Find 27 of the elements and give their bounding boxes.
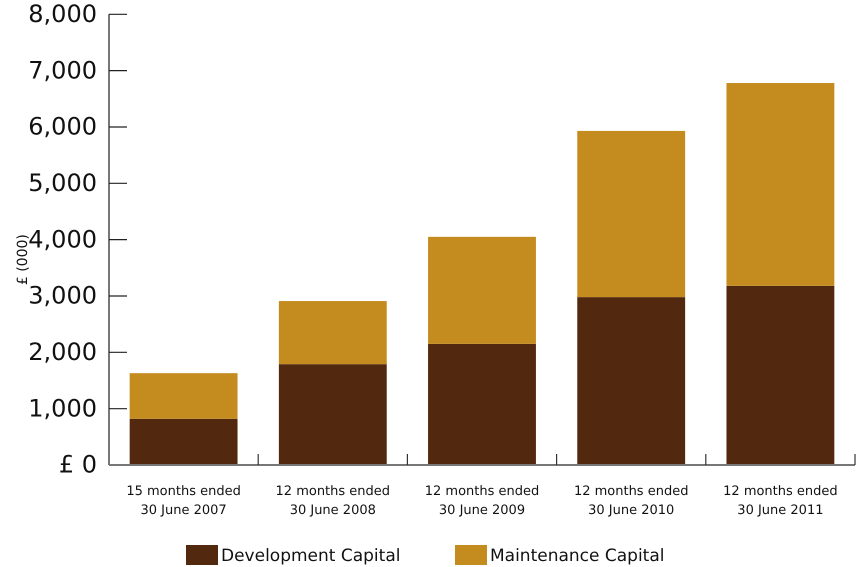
bar <box>577 130 686 298</box>
legend-label: Maintenance Capital <box>490 546 664 566</box>
y-tick-label: 1,000 <box>28 394 97 422</box>
y-tick-label: 3,000 <box>28 282 97 310</box>
y-tick-label: 2,000 <box>28 338 97 366</box>
bar <box>577 297 686 465</box>
bar <box>726 83 834 286</box>
x-tick-label: 12 months ended 30 June 2011 <box>723 484 838 518</box>
x-tick-label: 12 months ended 30 June 2009 <box>424 484 540 518</box>
y-tick-label: 4,000 <box>28 225 97 254</box>
y-tick-label: 5,000 <box>28 168 97 197</box>
x-tick-label: 12 months ended 30 June 2008 <box>276 484 390 518</box>
y-tick-label: 7,000 <box>28 56 97 84</box>
bar <box>278 364 387 465</box>
bar <box>130 418 238 465</box>
y-axis-title: £ (000) <box>15 234 31 286</box>
y-tick-label: £ 0 <box>58 450 97 479</box>
y-tick-label: 6,000 <box>28 112 97 141</box>
bar <box>130 373 238 419</box>
bar <box>428 344 536 465</box>
x-tick-label: 12 months ended 30 June 2010 <box>574 484 688 518</box>
legend-label: Development Capital <box>221 546 400 566</box>
y-tick-label: 8,000 <box>28 0 97 28</box>
bar <box>726 286 834 465</box>
bar <box>278 301 387 364</box>
bar <box>428 236 536 344</box>
x-tick-label: 15 months ended 30 June 2007 <box>126 484 241 518</box>
